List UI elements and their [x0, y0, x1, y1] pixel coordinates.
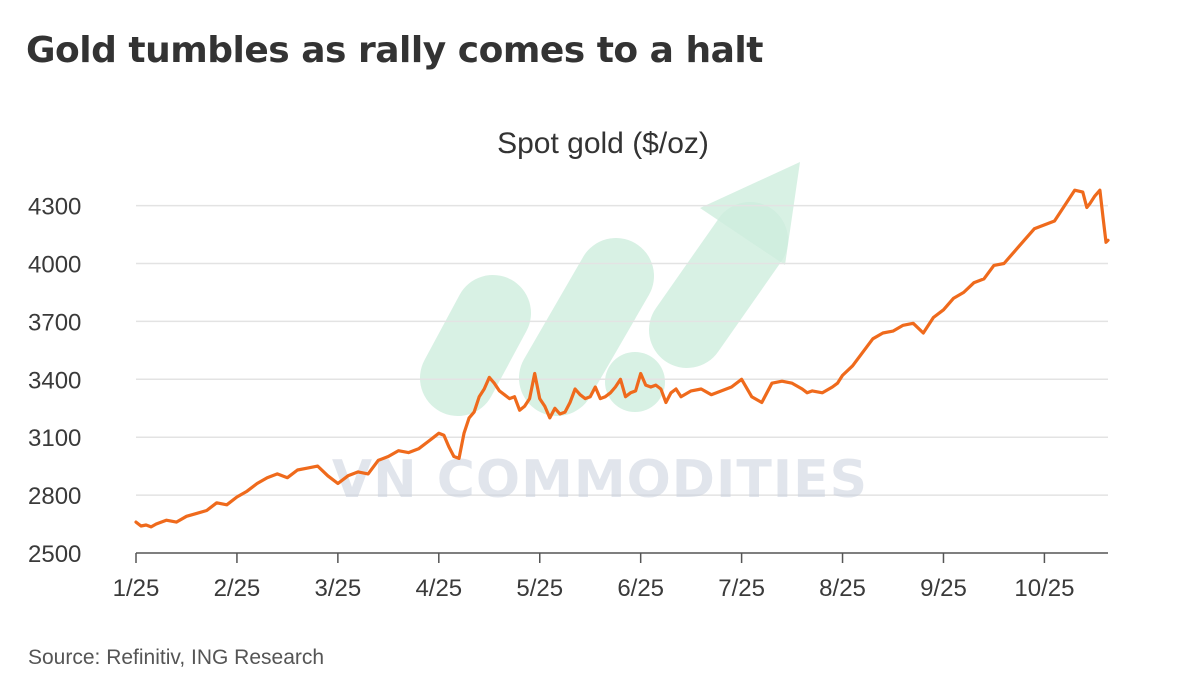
- x-tick-label: 1/25: [113, 575, 160, 602]
- series-line-spot-gold: [134, 188, 1110, 529]
- y-tick-label: 3700: [28, 309, 81, 336]
- y-tick-label: 3100: [28, 425, 81, 452]
- x-tick-label: 10/25: [1014, 575, 1074, 602]
- y-tick-label: 3400: [28, 367, 81, 394]
- y-tick-label: 4000: [28, 252, 81, 279]
- x-tick-label: 6/25: [617, 575, 664, 602]
- x-tick-label: 9/25: [920, 575, 967, 602]
- x-tick-label: 8/25: [819, 575, 866, 602]
- x-tick-label: 3/25: [315, 575, 362, 602]
- y-tick-label: 4300: [28, 194, 81, 221]
- y-tick-label: 2500: [28, 541, 81, 568]
- x-axis: 1/25 2/25 3/25 4/25 5/25 6/25 7/25 8/25 9/25 10/2…: [113, 552, 1108, 602]
- x-tick-label: 5/25: [516, 575, 563, 602]
- chart: VN COMMODITIES Spot gold ($/oz) 2500 2800…: [28, 127, 1110, 602]
- watermark-text: VN COMMODITIES: [332, 450, 868, 510]
- y-axis: 2500 2800 3100 3400 3700 4000 4300: [28, 194, 81, 568]
- chart-headline: Gold tumbles as rally comes to a halt: [26, 30, 763, 71]
- y-tick-label: 2800: [28, 483, 81, 510]
- x-tick-label: 2/25: [214, 575, 261, 602]
- x-tick-label: 4/25: [415, 575, 462, 602]
- source-note: Source: Refinitiv, ING Research: [28, 646, 325, 669]
- x-tick-label: 7/25: [718, 575, 765, 602]
- chart-subtitle: Spot gold ($/oz): [497, 127, 709, 160]
- watermark-logo: [420, 162, 800, 416]
- series-layer: [134, 188, 1110, 529]
